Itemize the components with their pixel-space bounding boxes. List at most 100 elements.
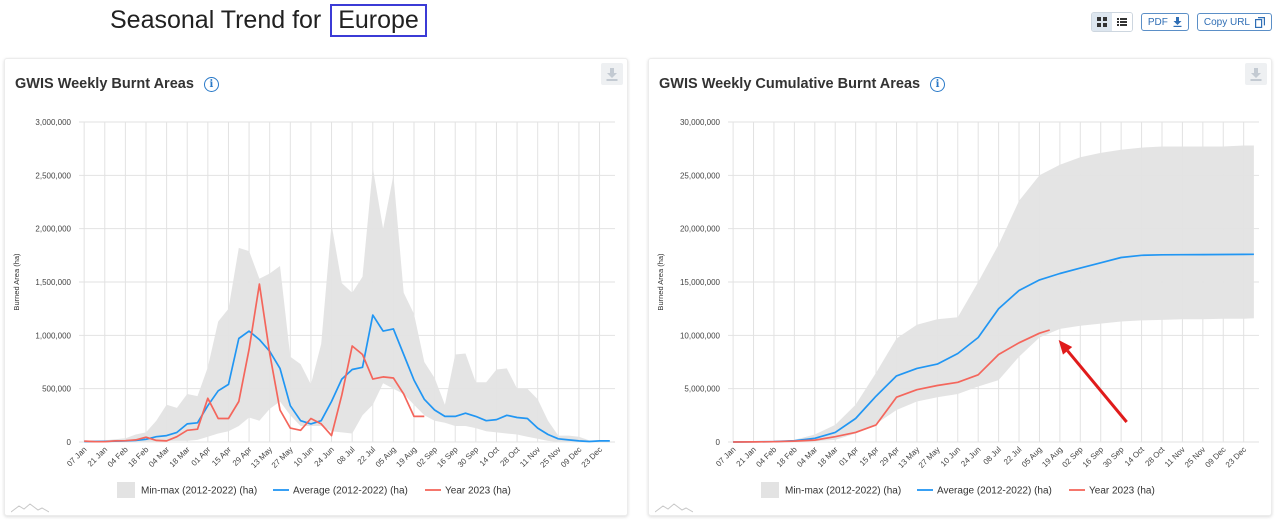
x-tick-label: 11 Nov: [1163, 445, 1187, 469]
chart-title: GWIS Weekly Burnt Areas i: [15, 76, 219, 92]
x-tick-label: 10 Jun: [939, 445, 962, 468]
top-controls: PDF Copy URL: [1090, 12, 1272, 32]
x-tick-label: 05 Aug: [1020, 445, 1044, 469]
x-tick-label: 28 Oct: [1143, 445, 1167, 469]
copy-icon: [1255, 16, 1265, 28]
copy-url-button[interactable]: Copy URL: [1196, 13, 1272, 31]
legend-swatch-minmax: [117, 482, 135, 498]
x-tick-label: 30 Sep: [456, 445, 481, 470]
y-tick-label: 30,000,000: [680, 118, 721, 127]
legend-label-average: Average (2012-2022) (ha): [937, 486, 1052, 497]
y-tick-label: 3,000,000: [35, 118, 71, 127]
grid-view-button[interactable]: [1091, 13, 1112, 31]
x-tick-label: 18 Mar: [168, 445, 192, 469]
x-tick-label: 15 Apr: [858, 445, 881, 468]
x-tick-label: 04 Mar: [147, 445, 171, 469]
x-tick-label: 04 Mar: [795, 445, 819, 469]
x-tick-label: 18 Mar: [816, 445, 840, 469]
region-selector[interactable]: Europe: [330, 4, 427, 37]
y-tick-label: 20,000,000: [680, 225, 721, 234]
info-icon[interactable]: i: [203, 76, 219, 92]
download-icon: [606, 67, 618, 81]
x-tick-label: 21 Jan: [86, 445, 109, 468]
average-series-line: [733, 253, 1254, 443]
download-icon: [1173, 17, 1182, 27]
x-tick-label: 02 Sep: [415, 445, 440, 470]
x-tick-label: 09 Dec: [559, 445, 583, 469]
weekly-cumulative-burnt-areas-chart: 0 5,000,000 10,000,000 15,000,000 20,000,000…: [656, 118, 1259, 498]
chart-download-button[interactable]: [601, 63, 623, 85]
y-tick-label: 1,500,000: [35, 278, 71, 287]
x-tick-label: 15 Apr: [210, 445, 233, 468]
annotation-arrow-shaft: [1066, 349, 1128, 423]
view-toggle: [1090, 12, 1133, 32]
y-tick-label: 0: [716, 438, 721, 447]
x-tick-label: 05 Aug: [374, 445, 398, 469]
x-tick-label: 23 Dec: [1224, 445, 1248, 469]
x-tick-label: 07 Jan: [714, 445, 737, 468]
pdf-button[interactable]: PDF: [1140, 13, 1189, 31]
x-tick-label: 23 Dec: [580, 445, 604, 469]
annotation-arrow-head: [1058, 340, 1073, 355]
legend: Min-max (2012-2022) (ha) Average (2012-20…: [761, 482, 1155, 498]
copy-url-button-label: Copy URL: [1203, 16, 1250, 28]
x-tick-label: 27 May: [270, 445, 295, 470]
y-axis-title: Burned Area (ha): [12, 253, 21, 311]
x-tick-label: 09 Dec: [1203, 445, 1227, 469]
year-2023-series-line: [84, 283, 425, 443]
list-view-icon: [1116, 18, 1127, 26]
info-icon[interactable]: i: [930, 76, 946, 92]
y-axis-title: Burned Area (ha): [656, 253, 665, 311]
y-tick-label: 2,500,000: [35, 171, 71, 180]
download-icon: [1250, 67, 1262, 81]
minmax-band: [84, 167, 610, 442]
x-tick-label: 08 Jul: [335, 445, 357, 467]
x-tick-label: 27 May: [917, 445, 942, 470]
x-tick-label: 16 Sep: [1081, 445, 1106, 470]
page-title-prefix: Seasonal Trend for: [110, 6, 322, 34]
pdf-button-label: PDF: [1147, 16, 1168, 28]
x-tick-label: 24 Jun: [313, 445, 336, 468]
y-tick-label: 10,000,000: [680, 331, 721, 340]
x-tick-label: 08 Jul: [982, 445, 1004, 467]
legend-label-minmax: Min-max (2012-2022) (ha): [785, 486, 901, 497]
year-2023-series-line: [733, 329, 1050, 443]
x-tick-label: 02 Sep: [1060, 445, 1085, 470]
x-tick-label: 14 Oct: [478, 445, 502, 469]
x-tick-label: 04 Feb: [106, 445, 130, 469]
chart-title: GWIS Weekly Cumulative Burnt Areas i: [659, 76, 946, 92]
x-tick-label: 01 Apr: [837, 445, 860, 468]
chart-title-text: GWIS Weekly Cumulative Burnt Areas: [659, 76, 921, 92]
x-tick-label: 14 Oct: [1123, 445, 1147, 469]
page-title: Seasonal Trend for Europe: [110, 4, 427, 37]
chart-download-button[interactable]: [1245, 63, 1267, 85]
legend-label-year: Year 2023 (ha): [1089, 486, 1155, 497]
x-tick-label: 28 Oct: [498, 445, 522, 469]
x-tick-label: 18 Feb: [775, 445, 799, 469]
x-tick-label: 18 Feb: [126, 445, 150, 469]
y-tick-label: 15,000,000: [680, 278, 721, 287]
x-tick-label: 16 Sep: [435, 445, 460, 470]
x-tick-label: 21 Jan: [735, 445, 758, 468]
x-tick-label: 30 Sep: [1101, 445, 1126, 470]
mountain-logo-icon: [655, 503, 693, 513]
y-tick-label: 1,000,000: [35, 331, 71, 340]
weekly-burnt-areas-chart: 0 500,000 1,000,000 1,500,000 2,000,000 2,500…: [12, 118, 615, 498]
weekly-burnt-areas-card: GWIS Weekly Burnt Areas i 0 500,000 1,000,…: [4, 58, 628, 516]
list-view-button[interactable]: [1111, 13, 1132, 31]
x-tick-label: 25 Nov: [538, 445, 562, 469]
x-tick-label: 07 Jan: [65, 445, 88, 468]
x-tick-label: 13 May: [896, 445, 921, 470]
minmax-band: [733, 145, 1254, 442]
grid-view-icon: [1096, 17, 1107, 27]
legend-label-average: Average (2012-2022) (ha): [293, 486, 408, 497]
legend: Min-max (2012-2022) (ha) Average (2012-20…: [117, 482, 511, 498]
x-tick-label: 19 Aug: [394, 445, 418, 469]
x-tick-label: 19 Aug: [1040, 445, 1064, 469]
y-tick-label: 5,000,000: [684, 385, 720, 394]
mountain-logo-icon: [11, 503, 49, 513]
x-tick-label: 11 Nov: [518, 445, 542, 469]
chart-title-text: GWIS Weekly Burnt Areas: [15, 76, 194, 92]
y-tick-label: 25,000,000: [680, 171, 721, 180]
